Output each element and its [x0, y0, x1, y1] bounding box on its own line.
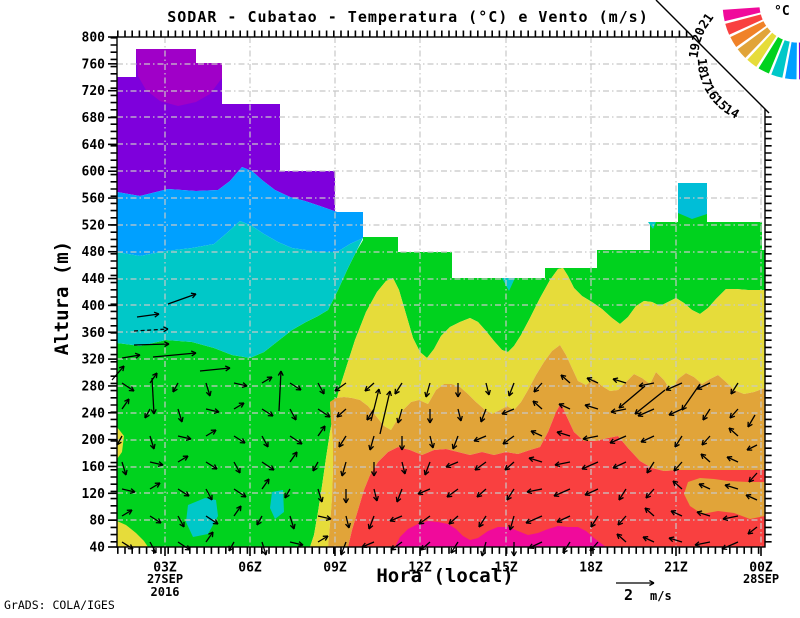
band-yellow-corner-bottom-left [117, 521, 148, 547]
svg-text:18Z: 18Z [579, 560, 603, 575]
legend-wedge [728, 19, 768, 49]
svg-text:160: 160 [82, 460, 106, 475]
svg-text:27SEP: 27SEP [147, 572, 183, 586]
band-magenta-21C [395, 521, 606, 547]
y-axis-label: Altura (m) [51, 240, 73, 356]
svg-text:400: 400 [82, 299, 106, 314]
chart-title: SODAR - Cubatao - Temperatura (°C) e Ven… [167, 8, 649, 26]
svg-text:680: 680 [82, 111, 106, 126]
grads-credit: GrADS: COLA/IGES [4, 598, 115, 612]
svg-text:15Z: 15Z [494, 560, 518, 575]
svg-text:320: 320 [82, 353, 106, 368]
svg-text:17: 17 [696, 70, 715, 89]
band-green-16-17C [117, 213, 765, 547]
svg-text:640: 640 [82, 138, 106, 153]
svg-text:00Z: 00Z [749, 560, 773, 575]
band-orange-tongue-right [684, 478, 765, 519]
legend-wedge [745, 31, 779, 69]
svg-text:480: 480 [82, 245, 106, 260]
svg-text:21Z: 21Z [664, 560, 688, 575]
svg-text:20: 20 [689, 25, 708, 44]
svg-text:21: 21 [695, 10, 716, 31]
svg-text:09Z: 09Z [323, 560, 347, 575]
legend-wedge [783, 40, 799, 81]
svg-text:800: 800 [82, 31, 106, 46]
svg-text:280: 280 [82, 379, 106, 394]
legend-wedge [721, 6, 762, 23]
svg-text:360: 360 [82, 326, 106, 341]
legend-unit-label: °C [774, 4, 790, 19]
band-cyan-patch-A [186, 498, 218, 537]
svg-text:2016: 2016 [151, 585, 180, 599]
band-cyan-patch-B [270, 490, 284, 519]
band-blue-14-15C [117, 167, 363, 256]
svg-text:240: 240 [82, 406, 106, 421]
legend-wedge [723, 12, 765, 37]
svg-text:40: 40 [89, 541, 105, 556]
svg-text:19: 19 [686, 42, 703, 59]
band-cyan-block-21Z [678, 183, 707, 219]
svg-text:200: 200 [82, 433, 106, 448]
legend-wedge [769, 38, 792, 80]
band-purple-13C-blob [136, 49, 222, 106]
svg-text:06Z: 06Z [238, 560, 262, 575]
svg-text:12Z: 12Z [408, 560, 432, 575]
legend-wedge [735, 25, 773, 60]
svg-text:600: 600 [82, 165, 106, 180]
svg-text:18: 18 [695, 58, 711, 74]
svg-text:760: 760 [82, 57, 106, 72]
svg-text:120: 120 [82, 487, 106, 502]
band-orange-18-19C [328, 345, 765, 547]
svg-text:03Z: 03Z [153, 560, 177, 575]
band-red-20-21C [348, 403, 765, 547]
svg-text:16: 16 [701, 82, 722, 103]
svg-text:560: 560 [82, 192, 106, 207]
svg-text:520: 520 [82, 218, 106, 233]
svg-text:440: 440 [82, 272, 106, 287]
svg-text:720: 720 [82, 84, 106, 99]
band-cyan-sliver-20Z [648, 222, 656, 229]
svg-text:80: 80 [89, 514, 105, 529]
svg-text:14: 14 [721, 101, 742, 122]
wind-scale-unit: m/s [650, 589, 672, 603]
legend-wedge [756, 35, 785, 76]
band-cyan-15-16C [117, 221, 363, 358]
wind-scale-value: 2 [624, 586, 634, 604]
svg-text:28SEP: 28SEP [743, 572, 779, 586]
band-yellow-17-18C [310, 268, 765, 547]
band-cyan-notch-15Z-top [502, 278, 515, 291]
x-axis-label: Hora (local) [376, 565, 514, 587]
